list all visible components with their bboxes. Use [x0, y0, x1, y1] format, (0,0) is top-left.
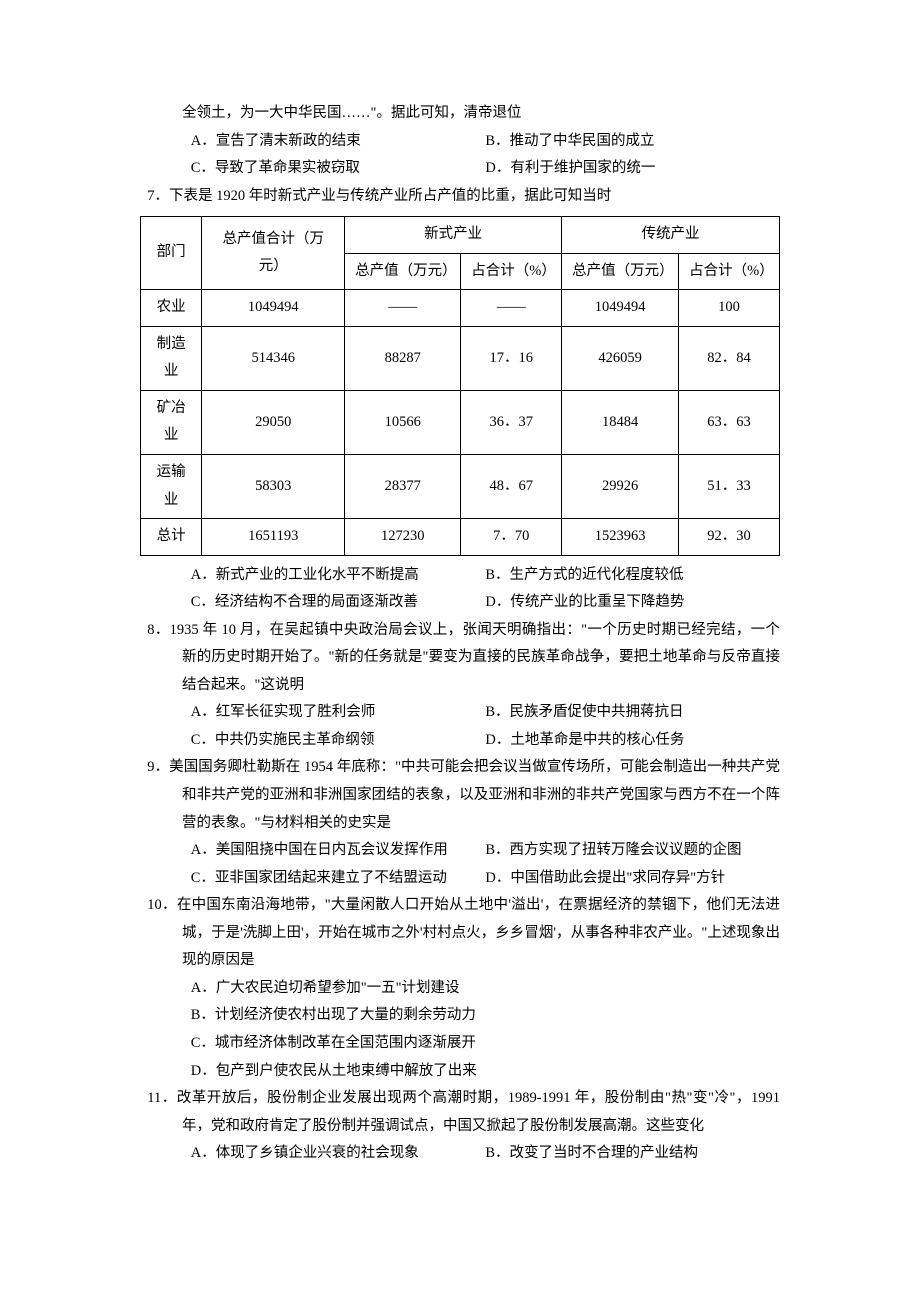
q6-options-row1: A．宣告了清末新政的结束 B．推动了中华民国的成立	[191, 128, 780, 156]
th-trad-pct: 占合计（%）	[679, 253, 780, 290]
q9-option-d: D．中国借助此会提出"求同存异"方针	[485, 865, 780, 893]
q10-option-d: D．包产到户使农民从土地束缚中解放了出来	[191, 1058, 780, 1086]
q6-option-c: C．导致了革命果实被窃取	[191, 155, 486, 183]
q9-options-row2: C．亚非国家团结起来建立了不结盟运动 D．中国借助此会提出"求同存异"方针	[191, 865, 780, 893]
q10-option-b: B．计划经济使农村出现了大量的剩余劳动力	[191, 1002, 780, 1030]
q6-continuation: 全领土，为一大中华民国……"。据此可知，清帝退位	[182, 100, 780, 128]
q7-option-b: B．生产方式的近代化程度较低	[485, 562, 780, 590]
table-row: 农业 1049494 —— —— 1049494 100	[141, 290, 780, 327]
q9-option-b: B．西方实现了扭转万隆会议议题的企图	[485, 837, 780, 865]
th-total: 总产值合计（万元）	[202, 217, 345, 290]
q7-option-a: A．新式产业的工业化水平不断提高	[191, 562, 486, 590]
th-dept: 部门	[141, 217, 202, 290]
th-new: 新式产业	[345, 217, 562, 254]
q8-option-d: D．土地革命是中共的核心任务	[485, 727, 780, 755]
q11-option-b: B．改变了当时不合理的产业结构	[485, 1140, 780, 1168]
q11-stem: 11．改革开放后，股份制企业发展出现两个高潮时期，1989-1991 年，股份制…	[147, 1085, 780, 1140]
q8-options-row1: A．红军长征实现了胜利会师 B．民族矛盾促使中共拥蒋抗日	[191, 699, 780, 727]
q9-option-c: C．亚非国家团结起来建立了不结盟运动	[191, 865, 486, 893]
q7-options-row1: A．新式产业的工业化水平不断提高 B．生产方式的近代化程度较低	[191, 562, 780, 590]
q8-option-b: B．民族矛盾促使中共拥蒋抗日	[485, 699, 780, 727]
th-new-pct: 占合计（%）	[461, 253, 562, 290]
q10-option-c: C．城市经济体制改革在全国范围内逐渐展开	[191, 1030, 780, 1058]
q7-stem: 7．下表是 1920 年时新式产业与传统产业所占产值的比重，据此可知当时	[147, 183, 780, 211]
q8-option-c: C．中共仍实施民主革命纲领	[191, 727, 486, 755]
q9-options-row1: A．美国阻挠中国在日内瓦会议发挥作用 B．西方实现了扭转万隆会议议题的企图	[191, 837, 780, 865]
q9-stem: 9．美国国务卿杜勒斯在 1954 年底称："中共可能会把会议当做宣传场所，可能会…	[147, 754, 780, 837]
q9-option-a: A．美国阻挠中国在日内瓦会议发挥作用	[191, 837, 486, 865]
table-row: 矿冶业 29050 10566 36．37 18484 63．63	[141, 390, 780, 454]
q6-option-a: A．宣告了清末新政的结束	[191, 128, 486, 156]
q8-options-row2: C．中共仍实施民主革命纲领 D．土地革命是中共的核心任务	[191, 727, 780, 755]
q8-option-a: A．红军长征实现了胜利会师	[191, 699, 486, 727]
table-row: 总计 1651193 127230 7．70 1523963 92．30	[141, 519, 780, 556]
q6-option-d: D．有利于维护国家的统一	[485, 155, 780, 183]
q7-option-c: C．经济结构不合理的局面逐渐改善	[191, 589, 486, 617]
th-new-val: 总产值（万元）	[345, 253, 461, 290]
table-row: 运输业 58303 28377 48．67 29926 51．33	[141, 455, 780, 519]
q6-option-b: B．推动了中华民国的成立	[485, 128, 780, 156]
q7-table: 部门 总产值合计（万元） 新式产业 传统产业 总产值（万元） 占合计（%） 总产…	[140, 216, 780, 555]
q7-option-d: D．传统产业的比重呈下降趋势	[485, 589, 780, 617]
q10-stem: 10．在中国东南沿海地带，"大量闲散人口开始从土地中'溢出'，在票据经济的禁锢下…	[147, 892, 780, 975]
q11-option-a: A．体现了乡镇企业兴衰的社会现象	[191, 1140, 486, 1168]
q8-stem: 8．1935 年 10 月，在吴起镇中央政治局会议上，张闻天明确指出："一个历史…	[147, 617, 780, 700]
th-trad-val: 总产值（万元）	[562, 253, 679, 290]
q11-options-row1: A．体现了乡镇企业兴衰的社会现象 B．改变了当时不合理的产业结构	[191, 1140, 780, 1168]
th-trad: 传统产业	[562, 217, 780, 254]
table-row: 制造业 514346 88287 17．16 426059 82．84	[141, 326, 780, 390]
q10-option-a: A．广大农民迫切希望参加"一五"计划建设	[191, 975, 780, 1003]
q7-options-row2: C．经济结构不合理的局面逐渐改善 D．传统产业的比重呈下降趋势	[191, 589, 780, 617]
q6-options-row2: C．导致了革命果实被窃取 D．有利于维护国家的统一	[191, 155, 780, 183]
